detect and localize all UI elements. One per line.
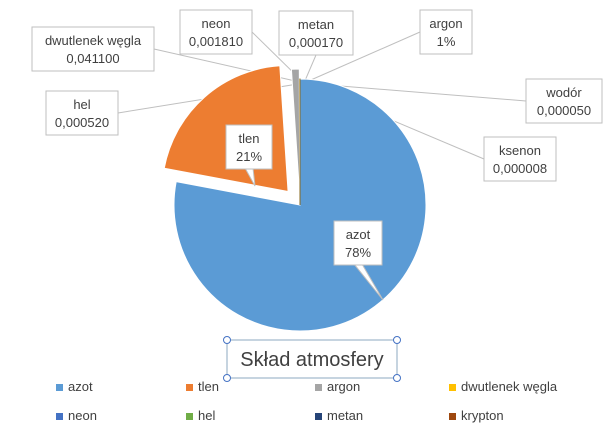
data-label-box [31, 26, 155, 72]
legend-label: argon [327, 379, 360, 394]
data-label-wod-r[interactable]: wodór 0,000050 [525, 78, 603, 124]
data-label-value: 21% [236, 149, 262, 164]
legend-label: azot [68, 379, 93, 394]
data-label-neon[interactable]: neon 0,001810 [179, 9, 253, 55]
legend-swatch [186, 384, 193, 391]
legend-item-krypton[interactable]: krypton [449, 408, 504, 423]
legend-label: tlen [198, 379, 219, 394]
leader-line-metan [303, 54, 317, 84]
legend-swatch [315, 413, 322, 420]
legend-swatch [449, 384, 456, 391]
pie-slices [163, 65, 427, 332]
leader-line-argon [303, 31, 421, 84]
data-label-value: 0,001810 [189, 34, 243, 49]
chart-title-text: Skład atmosfery [240, 349, 383, 371]
data-label-name: neon [202, 16, 231, 31]
legend-swatch [449, 413, 456, 420]
legend-item-tlen[interactable]: tlen [186, 379, 219, 394]
legend: azot tlen argon dwutlenek węgla neon hel metan… [56, 379, 558, 423]
data-label-box [419, 9, 473, 55]
legend-swatch [56, 384, 63, 391]
legend-swatch [315, 384, 322, 391]
data-label-box [225, 124, 273, 170]
data-label-box [278, 10, 354, 56]
data-label-value: 0,000520 [55, 115, 109, 130]
data-label-metan[interactable]: metan 0,000170 [278, 10, 354, 56]
slice-argon[interactable] [290, 68, 301, 196]
data-label-name: azot [346, 227, 371, 242]
data-label-argon[interactable]: argon 1% [419, 9, 473, 55]
legend-label: metan [327, 408, 363, 423]
legend-item-argon[interactable]: argon [315, 379, 360, 394]
data-label-box [525, 78, 603, 124]
data-label-value: 78% [345, 245, 371, 260]
data-label-name: ksenon [499, 143, 541, 158]
data-label-box [333, 220, 383, 266]
data-label-box [179, 9, 253, 55]
data-label-value: 0,000050 [537, 103, 591, 118]
data-label-tlen[interactable]: tlen 21% [225, 124, 273, 187]
legend-item-metan[interactable]: metan [315, 408, 363, 423]
legend-label: hel [198, 408, 215, 423]
data-label-hel[interactable]: hel 0,000520 [45, 90, 119, 136]
data-label-name: metan [298, 17, 334, 32]
data-label-value: 0,041100 [66, 51, 119, 66]
data-label-azot[interactable]: azot 78% [333, 220, 384, 301]
data-label-name: tlen [239, 131, 260, 146]
legend-item-azot[interactable]: azot [56, 379, 93, 394]
data-label-ksenon[interactable]: ksenon 0,000008 [483, 136, 557, 182]
legend-label: dwutlenek węgla [461, 379, 558, 394]
legend-label: neon [68, 408, 97, 423]
data-label-name: argon [429, 16, 462, 31]
data-label-name: dwutlenek węgla [45, 33, 142, 48]
legend-swatch [56, 413, 63, 420]
data-label-value: 0,000008 [493, 161, 547, 176]
data-label-box [483, 136, 557, 182]
data-labels: azot 78% tlen 21% argon 1% dwutlenek węgla 0,04… [31, 9, 603, 301]
chart-title[interactable]: Skład atmosfery [223, 336, 401, 382]
legend-item-neon[interactable]: neon [56, 408, 97, 423]
data-label-name: hel [73, 97, 90, 112]
legend-item-hel[interactable]: hel [186, 408, 215, 423]
data-label-value: 1% [437, 34, 456, 49]
data-label-dwutlenek-w-gla[interactable]: dwutlenek węgla 0,041100 [31, 26, 155, 72]
legend-item-dwutlenek-w-gla[interactable]: dwutlenek węgla [449, 379, 558, 394]
legend-label: krypton [461, 408, 504, 423]
data-label-name: wodór [545, 85, 582, 100]
legend-swatch [186, 413, 193, 420]
data-label-box [45, 90, 119, 136]
data-label-value: 0,000170 [289, 35, 343, 50]
